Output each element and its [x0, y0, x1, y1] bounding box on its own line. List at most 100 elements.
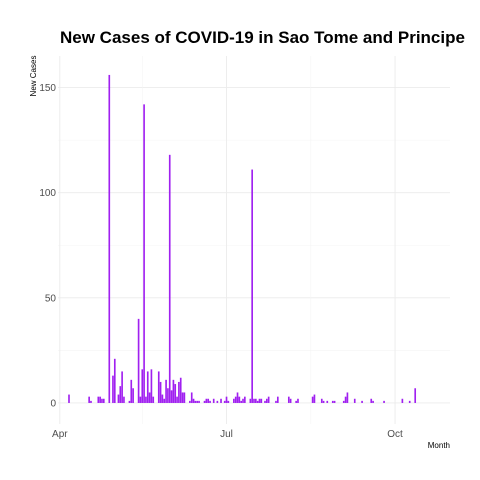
bar: [146, 371, 149, 403]
bar: [220, 398, 222, 403]
bar: [190, 392, 193, 403]
bar: [225, 396, 228, 403]
bar: [161, 394, 164, 403]
bar: [68, 394, 70, 403]
bar: [216, 400, 219, 403]
bar: [289, 398, 292, 403]
bar: [178, 381, 180, 403]
bar: [145, 396, 147, 403]
bar: [251, 169, 253, 403]
bar: [244, 396, 246, 403]
bar: [256, 400, 259, 403]
bar: [128, 400, 131, 403]
bar: [167, 388, 169, 403]
bar: [99, 396, 101, 403]
bar: [333, 400, 336, 403]
bar: [113, 358, 116, 403]
bar: [179, 377, 182, 403]
bar: [189, 400, 191, 403]
bar: [238, 396, 241, 403]
bar: [152, 396, 155, 403]
bar: [165, 379, 167, 403]
bar: [90, 400, 92, 403]
bar: [192, 398, 195, 403]
bar: [212, 398, 215, 403]
y-tick-label: 150: [39, 83, 56, 94]
bar: [249, 398, 252, 403]
bar: [119, 386, 122, 403]
bar: [383, 400, 385, 403]
bar: [207, 398, 210, 403]
bar: [183, 392, 186, 403]
bar: [342, 400, 345, 403]
bar: [130, 379, 133, 403]
y-tick-label: 0: [50, 398, 56, 409]
bar: [181, 392, 184, 403]
y-tick-labels: 0 50 100 150: [39, 83, 56, 409]
bar: [139, 396, 142, 403]
bar: [88, 396, 90, 403]
bar: [123, 396, 125, 403]
bar: [137, 318, 140, 403]
bar: [253, 398, 255, 403]
bar: [275, 400, 277, 403]
x-tick-label: Jul: [220, 429, 233, 440]
bar: [414, 388, 417, 403]
bar: [223, 400, 226, 403]
bar: [267, 396, 270, 403]
bar: [401, 398, 404, 403]
bar: [121, 371, 123, 403]
bar: [101, 398, 103, 403]
bar: [313, 394, 316, 403]
bar: [148, 392, 151, 403]
bar: [297, 398, 299, 403]
bar: [287, 396, 290, 403]
bar: [311, 396, 314, 403]
bar: [176, 396, 178, 403]
bar: [276, 396, 279, 403]
bar: [255, 398, 257, 403]
bar: [163, 398, 166, 403]
bar: [372, 400, 374, 403]
bar: [159, 381, 162, 403]
bar: [108, 74, 111, 403]
bar: [112, 375, 114, 403]
bar: [361, 400, 363, 403]
bar: [205, 398, 208, 403]
bar: [203, 400, 206, 403]
bar: [102, 398, 105, 403]
bar: [150, 369, 153, 403]
y-tick-label: 50: [45, 293, 57, 304]
bar: [209, 400, 211, 403]
bar: [370, 398, 373, 403]
chart-title: New Cases of COVID-19 in Sao Tome and Pr…: [60, 28, 465, 47]
bar: [227, 400, 230, 403]
x-axis-label: Month: [428, 441, 450, 450]
bar: [320, 398, 323, 403]
bar: [234, 396, 237, 403]
bar: [240, 400, 242, 403]
bar: [198, 400, 200, 403]
bar: [172, 379, 175, 403]
bar: [346, 392, 349, 403]
y-tick-label: 100: [39, 188, 56, 199]
bar: [97, 396, 100, 403]
bar: [353, 398, 356, 403]
bar: [260, 398, 263, 403]
bar: [132, 388, 134, 403]
bar: [233, 398, 235, 403]
bar: [264, 400, 266, 403]
bar: [117, 394, 120, 403]
bar: [331, 400, 334, 403]
bar: [168, 154, 171, 403]
bar: [194, 400, 197, 403]
x-tick-label: Oct: [387, 429, 403, 440]
bar: [295, 400, 297, 403]
y-axis-label: New Cases: [29, 56, 38, 97]
x-tick-label: Apr: [52, 429, 68, 440]
bar: [326, 400, 329, 403]
bar: [408, 400, 411, 403]
bar: [266, 398, 268, 403]
